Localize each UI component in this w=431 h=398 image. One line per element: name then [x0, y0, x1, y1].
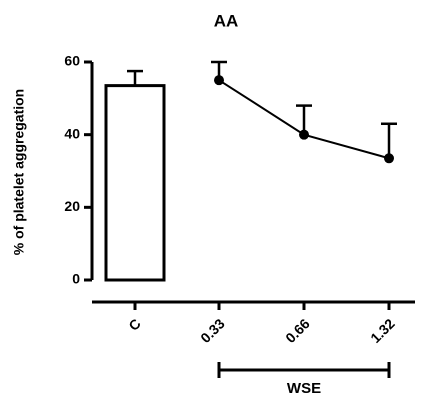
x-tick-label: 0.66 — [282, 315, 313, 346]
y-tick-label: 60 — [64, 53, 80, 69]
point — [214, 75, 224, 86]
y-tick-label: 40 — [64, 125, 80, 141]
point — [384, 153, 394, 164]
y-tick-label: 20 — [64, 198, 80, 214]
bar — [104, 84, 166, 282]
x-tick-label: 1.32 — [367, 315, 398, 346]
point — [299, 129, 309, 140]
group-label: WSE — [287, 380, 321, 397]
y-axis-label: % of platelet aggregation — [11, 89, 27, 255]
x-tick-label: C — [125, 315, 143, 333]
x-tick-label: 0.33 — [197, 315, 228, 346]
chart-title: AA — [214, 11, 239, 30]
y-tick-label: 0 — [72, 271, 80, 287]
